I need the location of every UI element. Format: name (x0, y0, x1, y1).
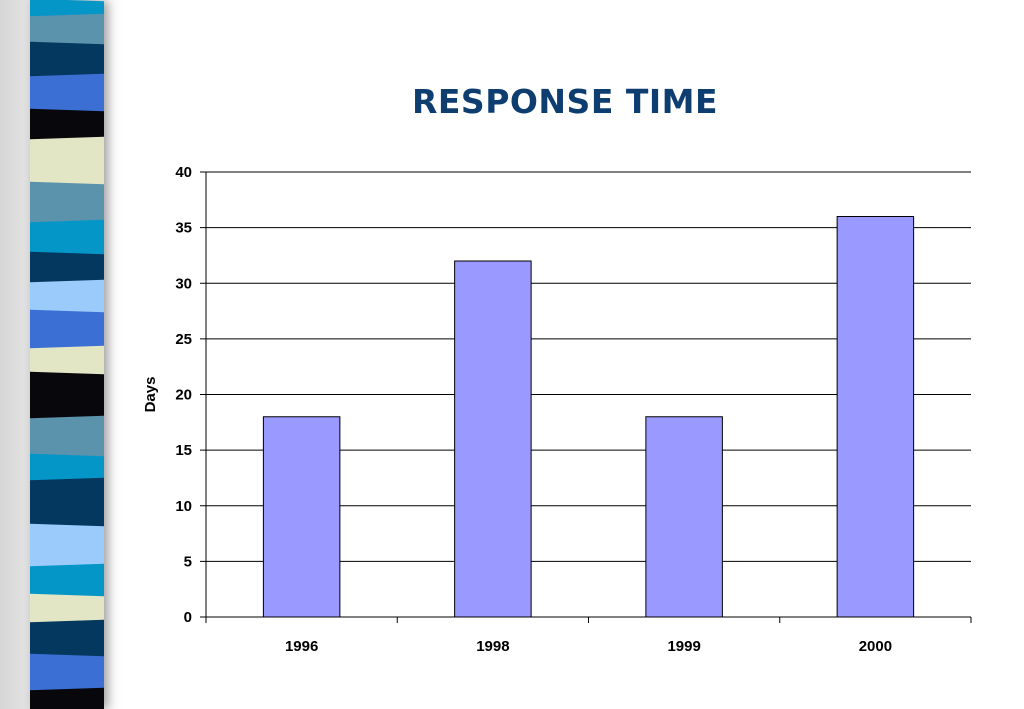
bar (454, 260, 532, 618)
y-tick-label: 30 (175, 275, 192, 292)
y-tick-label: 25 (175, 331, 192, 348)
y-tick-label: 0 (184, 609, 192, 626)
bar (645, 416, 723, 618)
tick-labels: 0 5 10 15 20 25 30 35 40 1996 1998 1999 2000 Days (142, 164, 892, 655)
y-tick-label: 20 (175, 387, 192, 404)
bars (262, 216, 915, 618)
bar (836, 216, 915, 618)
y-tick-label: 35 (175, 220, 192, 237)
y-axis-title: Days (142, 377, 159, 413)
y-tick-label: 15 (175, 442, 192, 459)
bar (262, 416, 341, 618)
axes (200, 171, 972, 623)
x-tick-label: 2000 (859, 638, 892, 655)
y-tick-label: 10 (175, 498, 192, 515)
chart-title: RESPONSE TIME (411, 82, 719, 121)
x-tick-label: 1996 (285, 638, 318, 655)
x-tick-label: 1999 (667, 638, 700, 655)
y-tick-label: 40 (175, 164, 192, 181)
x-tick-label: 1998 (476, 638, 509, 655)
y-tick-label: 5 (184, 553, 192, 570)
